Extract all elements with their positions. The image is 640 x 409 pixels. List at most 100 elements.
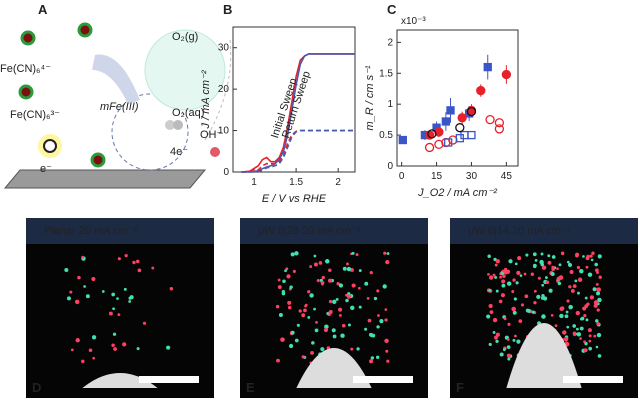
bubble-dot <box>495 332 500 337</box>
bubble-dot <box>590 258 594 262</box>
molecule <box>43 139 57 153</box>
point <box>485 114 495 125</box>
bubble-dot <box>383 251 387 255</box>
bubble-dot <box>583 314 587 318</box>
bubble-dot <box>512 310 517 315</box>
bubble-dot <box>313 307 316 311</box>
bubble-dot <box>514 334 517 338</box>
bubble-dot <box>346 294 352 299</box>
scale-label: x10⁻³ <box>401 16 426 27</box>
bubble-dot <box>494 335 498 340</box>
bubble-dot <box>350 305 355 311</box>
bubble-dot <box>117 313 121 317</box>
species-label: O₂(aq) <box>172 107 204 119</box>
x-axis-label: E / V vs RHE <box>262 193 327 205</box>
bubble-dot <box>566 260 570 264</box>
photo-top <box>450 218 638 244</box>
bubble-dot <box>116 297 119 300</box>
bubble-dot <box>298 309 302 313</box>
molecule <box>20 30 36 46</box>
bubble-dot <box>328 268 332 273</box>
bubble-dot <box>286 274 291 279</box>
plume <box>296 348 372 388</box>
plume <box>82 373 158 388</box>
bubble-dot <box>495 339 499 344</box>
photo-bg <box>26 218 214 398</box>
bubble-dot <box>537 276 541 280</box>
bubble-dot <box>575 252 580 257</box>
bubble-dot <box>492 331 496 334</box>
bubble-dot <box>88 348 93 353</box>
bubble-dot <box>511 290 515 294</box>
bubble-dot <box>498 299 503 304</box>
bubble-dot <box>488 303 493 309</box>
bubble-dot <box>287 300 292 305</box>
bubble-dot <box>577 291 580 295</box>
bubble-dot <box>540 252 544 256</box>
o2-molecule <box>165 120 175 130</box>
point <box>448 135 458 145</box>
bubble-dot <box>499 275 502 279</box>
point <box>455 123 465 133</box>
bubble-dot <box>515 281 519 285</box>
bubble-dot <box>384 318 388 322</box>
point <box>427 129 437 139</box>
bubble-dot <box>503 270 509 275</box>
bubble-dot <box>347 323 351 327</box>
bubble-dot <box>123 287 127 291</box>
bubble-dot <box>556 267 559 271</box>
bubble-dot <box>70 348 74 352</box>
bubble-dot <box>597 254 602 259</box>
bubble-dot <box>534 258 538 262</box>
bubble-dot <box>69 290 73 294</box>
bubble-dot <box>309 265 313 269</box>
bubble-dot <box>548 288 553 293</box>
bubble-dot <box>346 266 352 272</box>
bubble-dot <box>282 279 286 284</box>
bubble-dot <box>358 286 361 290</box>
bubble-dot <box>81 255 85 259</box>
bubble-dot <box>557 281 562 286</box>
bubble-dot <box>502 274 506 278</box>
bubble-dot <box>506 353 511 358</box>
bubble-dot <box>313 262 318 267</box>
bubble-dot <box>579 326 584 331</box>
bubble-dot <box>584 304 589 309</box>
photo-caption: μW 6|14 20 mA cm⁻² <box>468 225 571 237</box>
bubble-dot <box>81 359 85 364</box>
bubble-dot <box>292 269 296 273</box>
bubble-dot <box>275 304 280 309</box>
bubble-dot <box>373 296 378 301</box>
gas-bubble <box>144 29 226 111</box>
bubble-dot <box>290 330 295 335</box>
y-tick-label: 30 <box>218 43 230 54</box>
bubble-dot <box>108 311 113 316</box>
electrode <box>3 169 207 189</box>
photo-caption: μW 6|28 20 mA cm⁻² <box>258 225 361 237</box>
bubble-dot <box>488 342 492 347</box>
bubble-dot <box>358 305 362 309</box>
plot-frame <box>396 29 519 167</box>
bubble-dot <box>284 269 287 273</box>
bubble-dot <box>506 345 511 349</box>
bubble-dot <box>386 252 390 255</box>
bubble-dot <box>340 333 345 338</box>
species-label: Fe(CN)₆³⁻ <box>10 109 60 121</box>
bubble-dot <box>507 322 511 326</box>
bubble-dot <box>493 257 497 262</box>
bubble-dot <box>547 254 551 258</box>
bubble-dot <box>296 323 300 327</box>
molecule <box>77 22 93 38</box>
bubble-dot <box>545 280 550 285</box>
bubble-dot <box>495 259 500 264</box>
bubble-dot <box>324 324 329 330</box>
photo-letter: E <box>246 380 255 395</box>
bubble-dot <box>355 253 359 257</box>
bubble-dot <box>583 340 586 344</box>
plot-frame <box>232 26 356 173</box>
bubble-dot <box>132 260 136 265</box>
bubble-dot <box>136 347 140 351</box>
photo-caption: Planar 20 mA cm⁻² <box>44 225 138 237</box>
bubble-dot <box>530 272 535 276</box>
bubble-dot <box>588 339 592 343</box>
